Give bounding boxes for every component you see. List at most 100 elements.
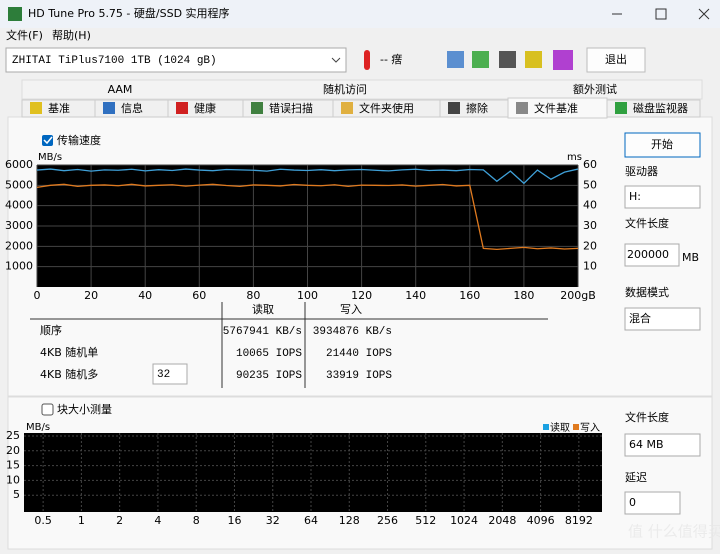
tool-icon[interactable] [447,51,464,68]
legend-label: 读取 [550,421,570,434]
x-tick-label: 256 [377,514,398,527]
x-tick-label: 32 [266,514,280,527]
drive-letter: H: [629,190,641,203]
y-tick-label: 15 [6,459,20,472]
queue-depth: 32 [157,369,170,381]
tab-label: 信息 [121,101,143,115]
temperature: -- 瘔 [380,53,402,66]
label: 数据模式 [625,285,669,299]
close[interactable] [698,8,710,20]
window-title: HD Tune Pro 5.75 - 硬盘/SSD 实用程序 [28,6,230,20]
title-bar [0,0,720,28]
label: 驱动器 [625,165,658,178]
combo-arrow [331,57,341,63]
x-tick-label: 128 [339,514,360,527]
y2-unit: ms [567,152,582,163]
tab-label: 磁盘监视器 [633,101,688,115]
checkbox-label: 传输速度 [57,133,101,147]
block-length-select[interactable] [624,433,701,457]
x-tick-label: 2 [116,514,123,527]
x-tick-label: 16 [227,514,241,527]
tab[interactable]: 随机访问 [323,82,367,96]
write-result: 33919 IOPS [326,370,392,382]
legend-swatch [573,424,579,430]
y-tick-label: 4000 [5,199,33,212]
x-tick-label: 2048 [488,514,516,527]
y-tick-label: 10 [6,473,20,486]
tab[interactable]: AAM [108,83,133,96]
x-tick-label: 20 [84,289,98,302]
x-tick-label: 200gB [560,289,596,302]
menu-item[interactable]: 帮助(H) [52,28,91,42]
y2-tick-label: 40 [583,199,597,212]
x-tick-label: 64 [304,514,318,527]
y-tick-label: 3000 [5,219,33,232]
read-result: 90235 IOPS [236,370,302,382]
col-header: 读取 [252,302,274,316]
checkbox[interactable] [41,403,54,416]
tab-icon [30,102,42,114]
legend-swatch [543,424,549,430]
tab-label: 文件夹使用 [359,101,414,115]
y-unit: MB/s [38,152,62,163]
tab-icon [516,102,528,114]
tab-row [21,79,703,100]
length-input[interactable] [624,243,680,267]
tab-label: 健康 [194,101,216,115]
tab[interactable] [606,99,701,118]
drive-combo[interactable] [5,47,347,73]
y2-tick-label: 50 [583,178,597,191]
tab[interactable]: 额外测试 [573,83,617,96]
y2-tick-label: 60 [583,158,597,171]
mode: 混合 [629,311,651,325]
start-button[interactable] [624,132,701,158]
tab-icon [176,102,188,114]
queue-spinner[interactable] [152,363,188,385]
unit: MB [682,251,699,264]
x-tick-label: 120 [351,289,372,302]
tool-icon[interactable] [553,50,573,70]
y2-tick-label: 10 [583,260,597,273]
block-length: 64 MB [629,438,664,451]
x-tick-label: 4096 [527,514,555,527]
y-tick-label: 5 [13,488,20,501]
exit-button[interactable] [586,47,646,73]
tab-icon [615,102,627,114]
y-unit: MB/s [26,422,50,433]
maximize[interactable] [655,8,667,20]
x-tick-label: 0 [34,289,41,302]
col-header: 写入 [340,303,362,316]
drive-name: ZHITAI TiPlus7100 1TB (1024 gB) [12,55,217,67]
tab-icon [341,102,353,114]
thermometer [364,50,370,70]
checkbox-label: 块大小测量 [57,402,112,416]
read-result: 5767941 KB/s [223,326,302,338]
x-tick-label: 160 [459,289,480,302]
read-result: 10065 IOPS [236,348,302,360]
series-line [36,183,579,251]
mode-select[interactable] [624,307,701,331]
file-length: 200000 [627,248,669,261]
menu-item[interactable]: 文件(F) [6,28,43,42]
start-label: 开始 [651,137,673,151]
y-tick-label: 25 [6,429,20,442]
x-tick-label: 140 [405,289,426,302]
checkbox[interactable] [42,135,53,146]
label: 延迟 [625,471,647,484]
tab-icon [103,102,115,114]
tool-icon[interactable] [472,51,489,68]
label: 文件长度 [625,410,669,424]
row-label: 4KB 随机多 [40,367,98,381]
x-tick-label: 180 [513,289,534,302]
y-tick-label: 2000 [5,239,33,252]
tab-label: 擦除 [466,101,488,115]
x-tick-label: 512 [415,514,436,527]
drive-select[interactable] [624,185,701,209]
y-tick-label: 6000 [5,158,33,171]
tool-icon[interactable] [499,51,516,68]
tool-icon[interactable] [525,51,542,68]
x-tick-label: 1024 [450,514,478,527]
y-tick-label: 5000 [5,178,33,191]
delay-input[interactable] [624,491,681,515]
